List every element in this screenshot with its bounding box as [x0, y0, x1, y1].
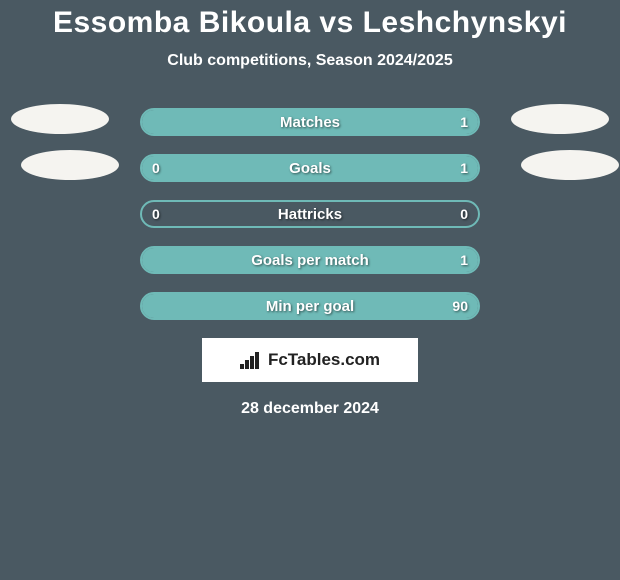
stat-row: 0 Hattricks 0 [140, 200, 480, 228]
stats-area: Matches 1 0 Goals 1 0 Hattricks 0 Goals … [0, 108, 620, 320]
date: 28 december 2024 [0, 400, 620, 418]
stat-row: Matches 1 [140, 108, 480, 136]
fctables-logo[interactable]: FcTables.com [202, 338, 418, 382]
stat-row: Min per goal 90 [140, 292, 480, 320]
bar-chart-icon [240, 351, 262, 369]
stat-label: Min per goal [142, 294, 478, 318]
page-title: Essomba Bikoula vs Leshchynskyi [0, 6, 620, 40]
comparison-widget: Essomba Bikoula vs Leshchynskyi Club com… [0, 0, 620, 418]
stat-val-right: 0 [460, 202, 468, 226]
stat-row: Goals per match 1 [140, 246, 480, 274]
player-right-photo-2 [521, 150, 619, 180]
stat-label: Matches [142, 110, 478, 134]
stat-val-right: 1 [460, 248, 468, 272]
stat-val-right: 1 [460, 110, 468, 134]
stat-val-right: 90 [452, 294, 468, 318]
stat-val-right: 1 [460, 156, 468, 180]
stat-label: Hattricks [142, 202, 478, 226]
player-right-photo-1 [511, 104, 609, 134]
stat-row: 0 Goals 1 [140, 154, 480, 182]
player-left-photo-2 [21, 150, 119, 180]
subtitle: Club competitions, Season 2024/2025 [0, 52, 620, 70]
stat-label: Goals per match [142, 248, 478, 272]
stat-label: Goals [142, 156, 478, 180]
player-left-photo-1 [11, 104, 109, 134]
logo-text: FcTables.com [268, 350, 380, 370]
